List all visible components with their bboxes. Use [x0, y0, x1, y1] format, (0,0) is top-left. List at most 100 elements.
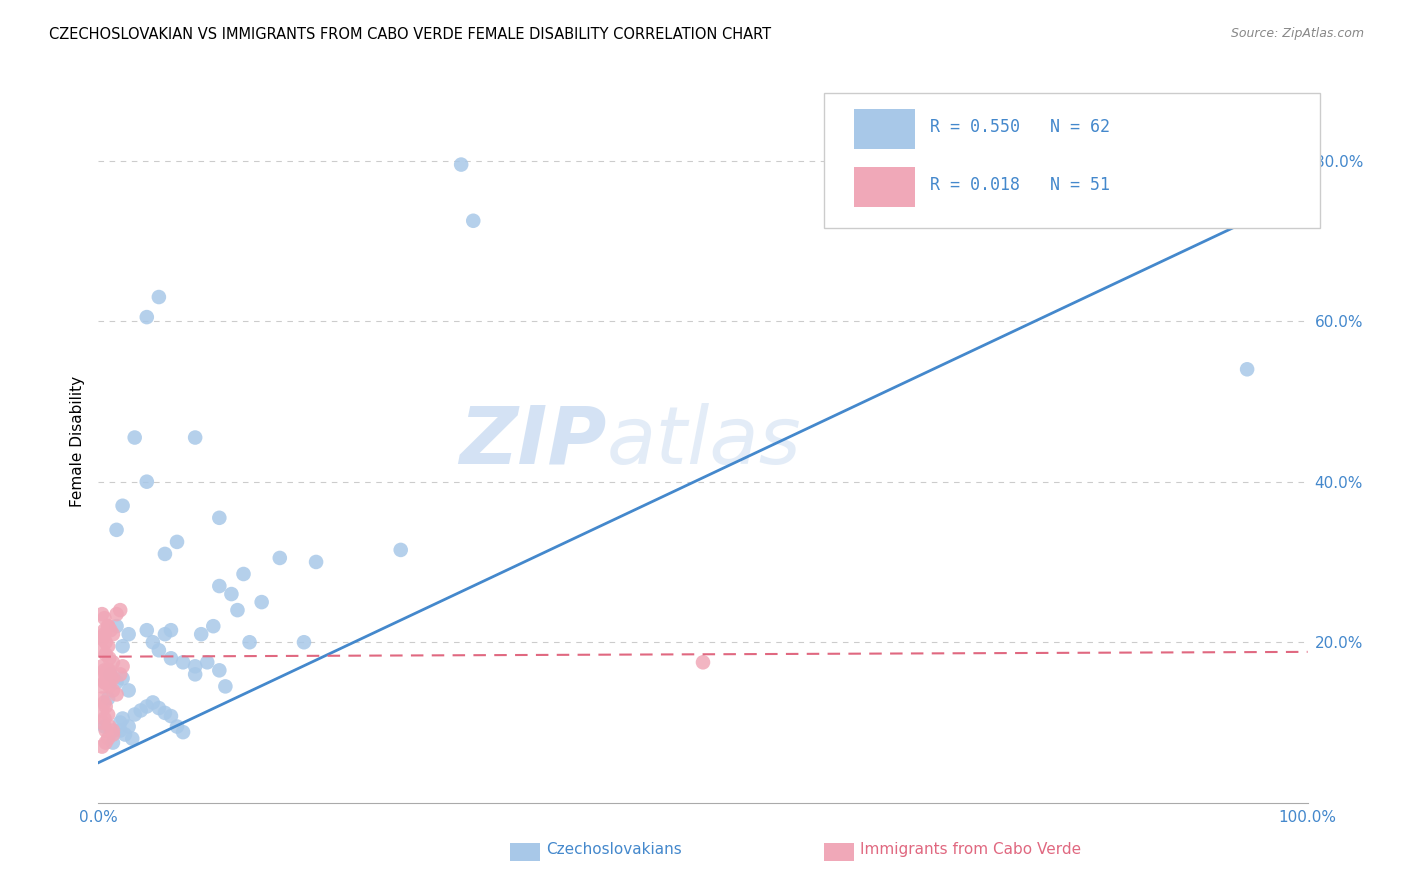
FancyBboxPatch shape [509, 843, 540, 861]
FancyBboxPatch shape [824, 843, 855, 861]
Point [148, 290, 170, 304]
Point [166, 719, 188, 733]
Point [94, 635, 117, 649]
Point [153, 627, 176, 641]
Text: Source: ZipAtlas.com: Source: ZipAtlas.com [1230, 27, 1364, 40]
Point [202, 619, 225, 633]
Point [269, 550, 291, 566]
Point [91, 632, 114, 646]
Point [97, 707, 120, 722]
Point [184, 659, 207, 673]
Point [450, 157, 472, 171]
Point [94, 675, 117, 690]
Point [91, 715, 114, 730]
Point [94, 675, 117, 690]
Point [101, 627, 124, 641]
FancyBboxPatch shape [855, 167, 915, 207]
Text: Immigrants from Cabo Verde: Immigrants from Cabo Verde [860, 842, 1081, 857]
Point [91, 659, 114, 673]
Point [91, 739, 114, 754]
Point [111, 499, 134, 513]
Point [101, 655, 124, 669]
Point [91, 703, 114, 717]
Point [108, 715, 131, 730]
Point [148, 643, 170, 657]
Point [97, 619, 120, 633]
Point [160, 623, 183, 637]
Point [97, 639, 120, 653]
Point [97, 667, 120, 681]
Point [118, 683, 141, 698]
Point [97, 664, 120, 678]
Point [172, 655, 194, 669]
Point [250, 595, 273, 609]
Point [91, 680, 114, 694]
Point [135, 699, 157, 714]
Point [94, 667, 117, 681]
Point [214, 680, 236, 694]
Point [101, 683, 124, 698]
Point [184, 430, 207, 444]
Point [91, 607, 114, 621]
Point [91, 691, 114, 706]
Point [239, 635, 262, 649]
Point [97, 619, 120, 633]
Point [135, 475, 157, 489]
Text: CZECHOSLOVAKIAN VS IMMIGRANTS FROM CABO VERDE FEMALE DISABILITY CORRELATION CHAR: CZECHOSLOVAKIAN VS IMMIGRANTS FROM CABO … [49, 27, 772, 42]
Text: R = 0.018   N = 51: R = 0.018 N = 51 [931, 176, 1111, 194]
Point [208, 664, 231, 678]
Point [111, 639, 134, 653]
Point [94, 735, 117, 749]
Point [101, 735, 124, 749]
Point [101, 671, 124, 685]
Point [100, 623, 122, 637]
Point [692, 655, 714, 669]
Point [100, 671, 122, 685]
Point [1236, 362, 1258, 376]
Point [94, 648, 117, 662]
Point [93, 675, 115, 690]
Point [232, 567, 254, 582]
FancyBboxPatch shape [824, 93, 1320, 228]
Point [153, 547, 176, 561]
Point [226, 603, 249, 617]
Y-axis label: Female Disability: Female Disability [69, 376, 84, 508]
FancyBboxPatch shape [855, 109, 915, 149]
Point [142, 696, 165, 710]
Point [97, 691, 120, 706]
Point [292, 635, 315, 649]
Point [208, 579, 231, 593]
Point [208, 510, 231, 524]
Point [111, 712, 134, 726]
Point [111, 659, 134, 673]
Point [190, 627, 212, 641]
Point [172, 725, 194, 739]
Point [93, 627, 115, 641]
Point [221, 587, 243, 601]
Point [93, 611, 115, 625]
Point [105, 619, 128, 633]
Point [135, 623, 157, 637]
Point [463, 213, 485, 227]
Text: atlas: atlas [606, 402, 801, 481]
Point [98, 664, 121, 678]
Point [97, 731, 120, 746]
Point [153, 706, 176, 720]
Point [105, 675, 128, 690]
Point [91, 671, 114, 685]
Point [105, 607, 128, 621]
Point [114, 728, 136, 742]
Point [305, 555, 328, 569]
Text: R = 0.550   N = 62: R = 0.550 N = 62 [931, 119, 1111, 136]
Point [93, 712, 115, 726]
Point [101, 728, 124, 742]
Point [94, 723, 117, 738]
Point [105, 687, 128, 701]
Point [121, 731, 143, 746]
Point [160, 709, 183, 723]
Point [184, 667, 207, 681]
Point [93, 623, 115, 637]
Point [93, 719, 115, 733]
Point [124, 707, 146, 722]
Point [93, 664, 115, 678]
